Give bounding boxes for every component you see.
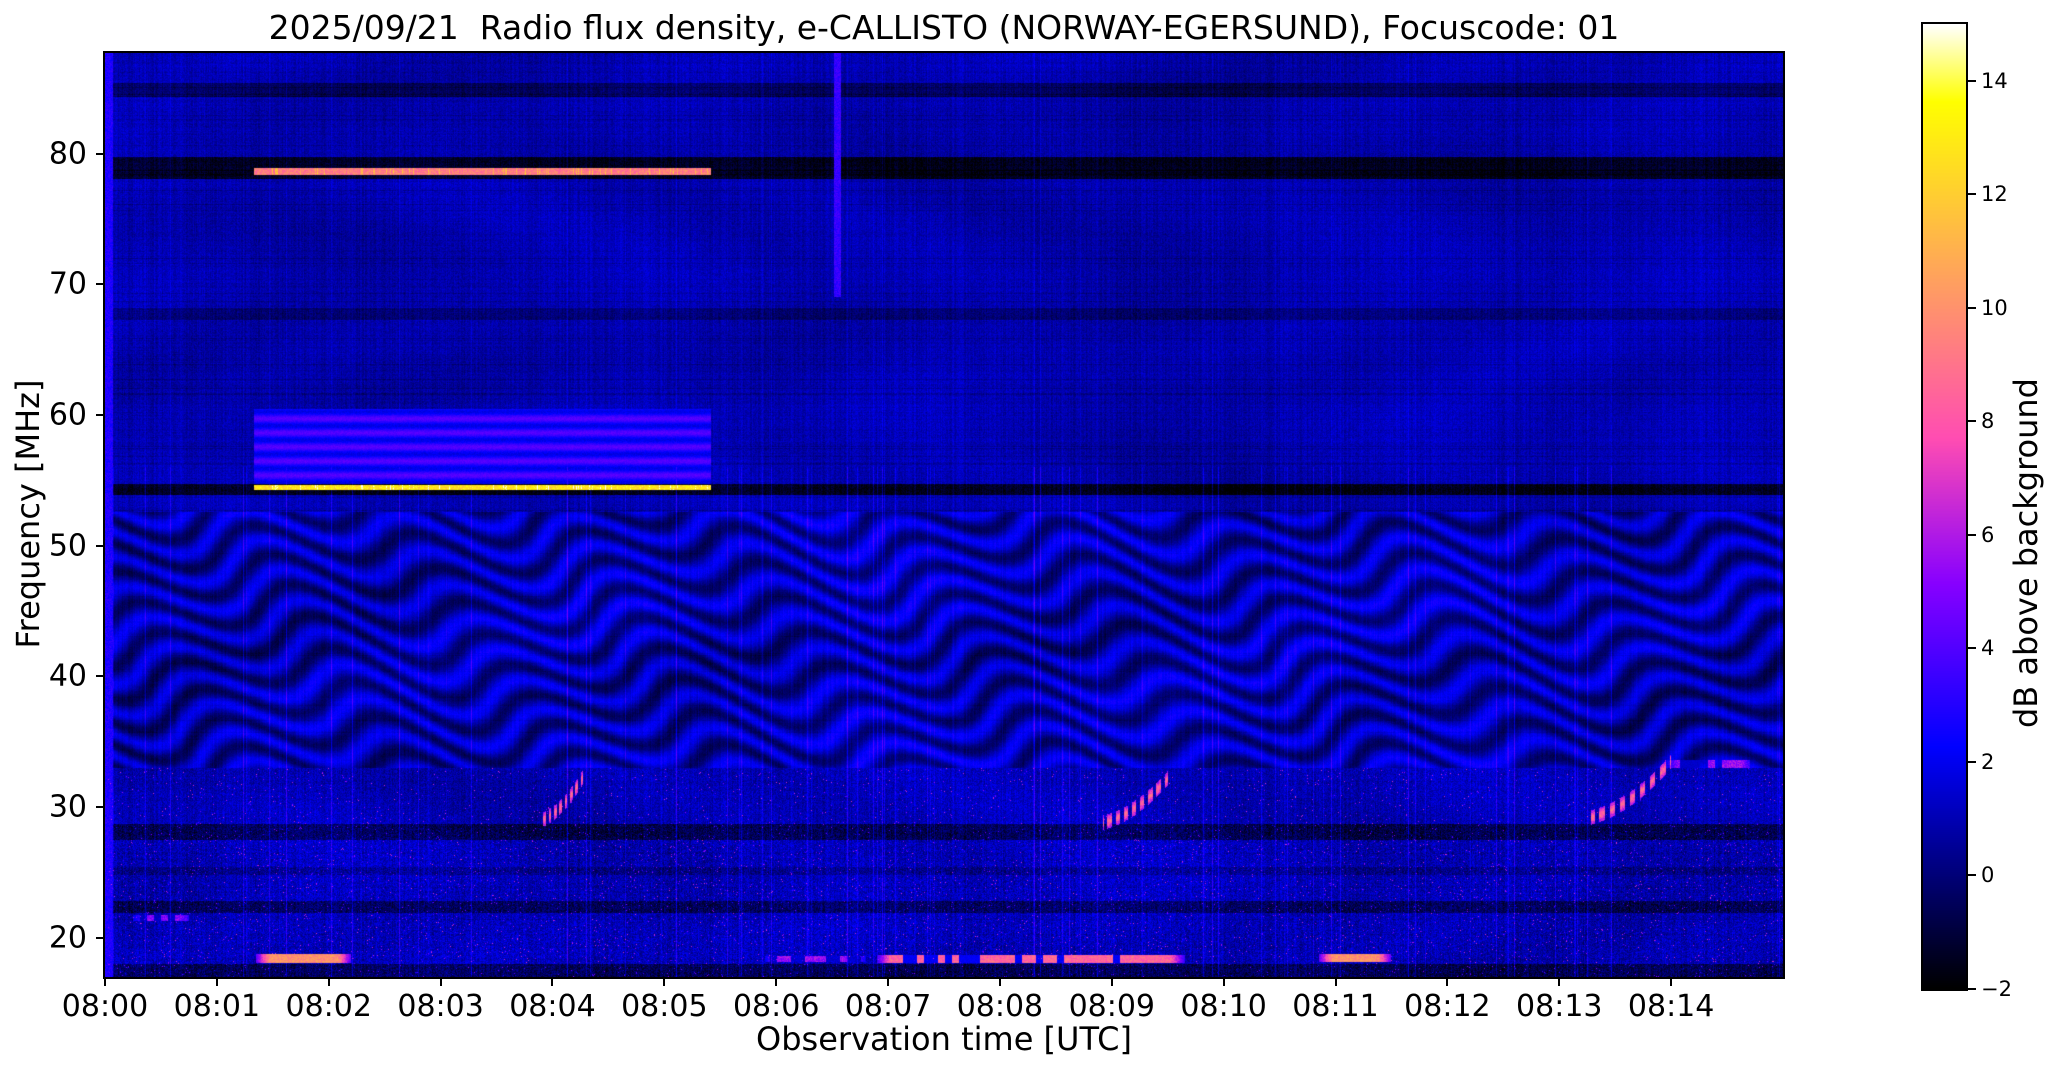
colorbar-tick	[1968, 533, 1976, 536]
colorbar-canvas	[1923, 24, 1966, 989]
y-tick-label: 50	[48, 528, 87, 564]
x-axis-label: Observation time [UTC]	[756, 1020, 1132, 1058]
colorbar-tick	[1968, 988, 1976, 990]
y-axis: 20 30 40 50 60 70 80	[0, 53, 105, 977]
colorbar	[1921, 22, 1968, 991]
x-tick-label: 08:07	[844, 989, 932, 1024]
x-tick	[1446, 977, 1449, 986]
y-tick	[96, 152, 105, 155]
colorbar-tick	[1968, 79, 1976, 82]
y-tick-label: 30	[48, 789, 87, 825]
colorbar-tick	[1968, 420, 1976, 423]
x-tick	[551, 977, 554, 986]
y-tick	[96, 936, 105, 939]
y-tick	[96, 544, 105, 547]
x-tick-label: 08:13	[1516, 989, 1603, 1024]
x-tick	[1670, 977, 1673, 986]
x-tick	[215, 977, 218, 986]
chart-title: 2025/09/21 Radio flux density, e-CALLIST…	[268, 8, 1620, 47]
y-tick	[96, 806, 105, 809]
colorbar-tick-label: 6	[1981, 522, 1995, 547]
x-tick	[1110, 977, 1113, 986]
x-tick	[998, 977, 1001, 986]
x-tick	[104, 977, 106, 986]
x-tick	[775, 977, 778, 986]
x-tick	[1222, 977, 1225, 986]
colorbar-ticks: −2 0 2 4 6 8 10 12 14	[1968, 24, 2046, 1001]
x-tick	[887, 977, 890, 986]
colorbar-tick	[1968, 647, 1976, 650]
x-tick-label: 08:11	[1292, 989, 1379, 1024]
x-tick-label: 08:06	[732, 989, 820, 1024]
x-tick-label: 08:08	[956, 989, 1044, 1024]
y-tick-label: 40	[48, 658, 87, 694]
x-axis: 08:00 08:01 08:02 08:03 08:04 08:05 08:06 08:07…	[62, 977, 1783, 1039]
colorbar-tick	[1968, 874, 1976, 877]
colorbar-tick-label: −2	[1981, 977, 2012, 1001]
colorbar-tick-label: 10	[1981, 295, 2008, 320]
x-tick	[663, 977, 666, 986]
colorbar-tick-label: 2	[1981, 749, 1995, 774]
x-tick-label: 08:05	[621, 989, 708, 1024]
y-tick-label: 70	[48, 266, 87, 302]
x-tick-label: 08:14	[1627, 989, 1715, 1024]
colorbar-tick-label: 0	[1981, 863, 1995, 888]
x-tick	[1558, 977, 1561, 986]
colorbar-tick-label: 8	[1981, 409, 1995, 434]
x-tick-label: 08:12	[1404, 989, 1491, 1024]
x-tick	[1334, 977, 1337, 986]
colorbar-tick-label: 12	[1981, 182, 2008, 207]
colorbar-tick-label: 14	[1981, 68, 2008, 93]
colorbar-label: dB above background	[2007, 378, 2045, 728]
y-tick	[96, 283, 105, 286]
colorbar-tick	[1968, 306, 1976, 309]
colorbar-tick	[1968, 760, 1976, 763]
x-tick-label: 08:09	[1068, 989, 1156, 1024]
colorbar-tick-label: 4	[1981, 636, 1995, 661]
colorbar-tick	[1968, 193, 1976, 196]
x-tick-label: 08:10	[1180, 989, 1267, 1024]
y-tick-label: 60	[48, 397, 87, 433]
x-tick-label: 08:04	[509, 989, 596, 1024]
y-tick	[96, 675, 105, 678]
x-tick-label: 08:00	[61, 989, 149, 1024]
plot-area	[103, 51, 1785, 979]
x-tick-label: 08:03	[397, 989, 484, 1024]
y-tick	[96, 414, 105, 417]
y-tick-label: 20	[48, 920, 87, 956]
y-tick-label: 80	[48, 136, 87, 172]
spectrogram-canvas	[105, 53, 1783, 977]
x-tick	[327, 977, 330, 986]
x-tick-label: 08:02	[285, 989, 372, 1024]
x-tick-label: 08:01	[173, 989, 261, 1024]
x-tick	[439, 977, 442, 986]
